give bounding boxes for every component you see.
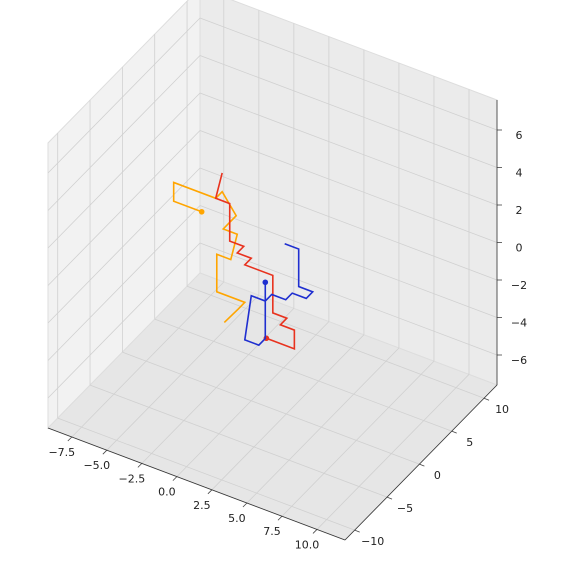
tick-mark bbox=[137, 463, 143, 468]
z-tick-label: −2 bbox=[511, 279, 527, 292]
walk-start bbox=[198, 208, 205, 215]
grid-line bbox=[122, 351, 420, 465]
z-tick-label: 2 bbox=[516, 204, 523, 217]
tick-mark bbox=[102, 449, 108, 455]
tick-mark bbox=[207, 489, 213, 495]
y-tick-label: −10 bbox=[361, 535, 384, 548]
grid-line bbox=[199, 92, 498, 206]
grid-line bbox=[57, 417, 355, 531]
z-tick-label: −6 bbox=[511, 354, 527, 367]
x-tick-label: −2.5 bbox=[119, 472, 146, 485]
grid-line bbox=[281, 360, 435, 517]
tick-mark bbox=[386, 496, 393, 500]
y-tick-label: −5 bbox=[397, 502, 413, 515]
walk-line bbox=[214, 172, 296, 350]
grid-line bbox=[47, 17, 201, 174]
x-tick-label: 2.5 bbox=[193, 499, 211, 512]
grid-line bbox=[47, 55, 201, 211]
tick-mark bbox=[277, 515, 283, 521]
x-tick-label: 0.0 bbox=[158, 486, 176, 499]
grid-line bbox=[106, 294, 260, 451]
grid-line bbox=[47, 130, 201, 286]
tick-mark bbox=[312, 529, 318, 534]
grid-line bbox=[246, 347, 400, 504]
grid-line bbox=[199, 205, 498, 318]
grid-line bbox=[47, 167, 201, 324]
grid-line bbox=[199, 242, 498, 356]
tick-mark bbox=[483, 397, 490, 401]
grid-line bbox=[199, 17, 498, 131]
tick-mark bbox=[451, 430, 457, 434]
grid-line bbox=[176, 321, 330, 477]
y-tick-label: 5 bbox=[466, 436, 473, 449]
grid-line bbox=[47, 242, 201, 399]
grid-line bbox=[211, 334, 365, 491]
grid-line bbox=[199, 55, 498, 168]
tick-mark bbox=[419, 463, 425, 467]
tick-mark bbox=[242, 502, 248, 508]
x-tick-label: 7.5 bbox=[263, 525, 281, 538]
z-tick-label: 0 bbox=[516, 242, 523, 255]
z-tick-label: −4 bbox=[511, 317, 527, 330]
x-tick-label: −7.5 bbox=[48, 446, 75, 459]
y-tick-label: 0 bbox=[434, 469, 441, 482]
grid-line bbox=[199, 167, 498, 281]
grid-line bbox=[154, 318, 452, 432]
walk-start bbox=[262, 279, 269, 286]
grid-line bbox=[199, 130, 498, 243]
x-tick-label: −5.0 bbox=[83, 459, 110, 472]
tick-mark bbox=[172, 476, 178, 481]
grid-line bbox=[141, 308, 295, 464]
z-tick-label: 6 bbox=[516, 129, 523, 142]
z-tick-label: 4 bbox=[516, 167, 523, 180]
grid-line bbox=[316, 374, 470, 530]
y-axis-line bbox=[344, 384, 498, 541]
grid-line bbox=[47, 205, 201, 361]
grid-line bbox=[71, 281, 225, 438]
y-tick-label: 10 bbox=[495, 403, 509, 416]
tick-mark bbox=[67, 436, 73, 442]
grid-line bbox=[186, 285, 485, 399]
x-tick-label: 5.0 bbox=[228, 512, 246, 525]
x-axis-line bbox=[47, 427, 346, 541]
x-tick-label: 10.0 bbox=[295, 538, 320, 551]
tick-mark bbox=[354, 529, 360, 533]
grid-line bbox=[47, 92, 201, 249]
walk-line bbox=[243, 242, 315, 347]
grid-line bbox=[89, 384, 388, 498]
